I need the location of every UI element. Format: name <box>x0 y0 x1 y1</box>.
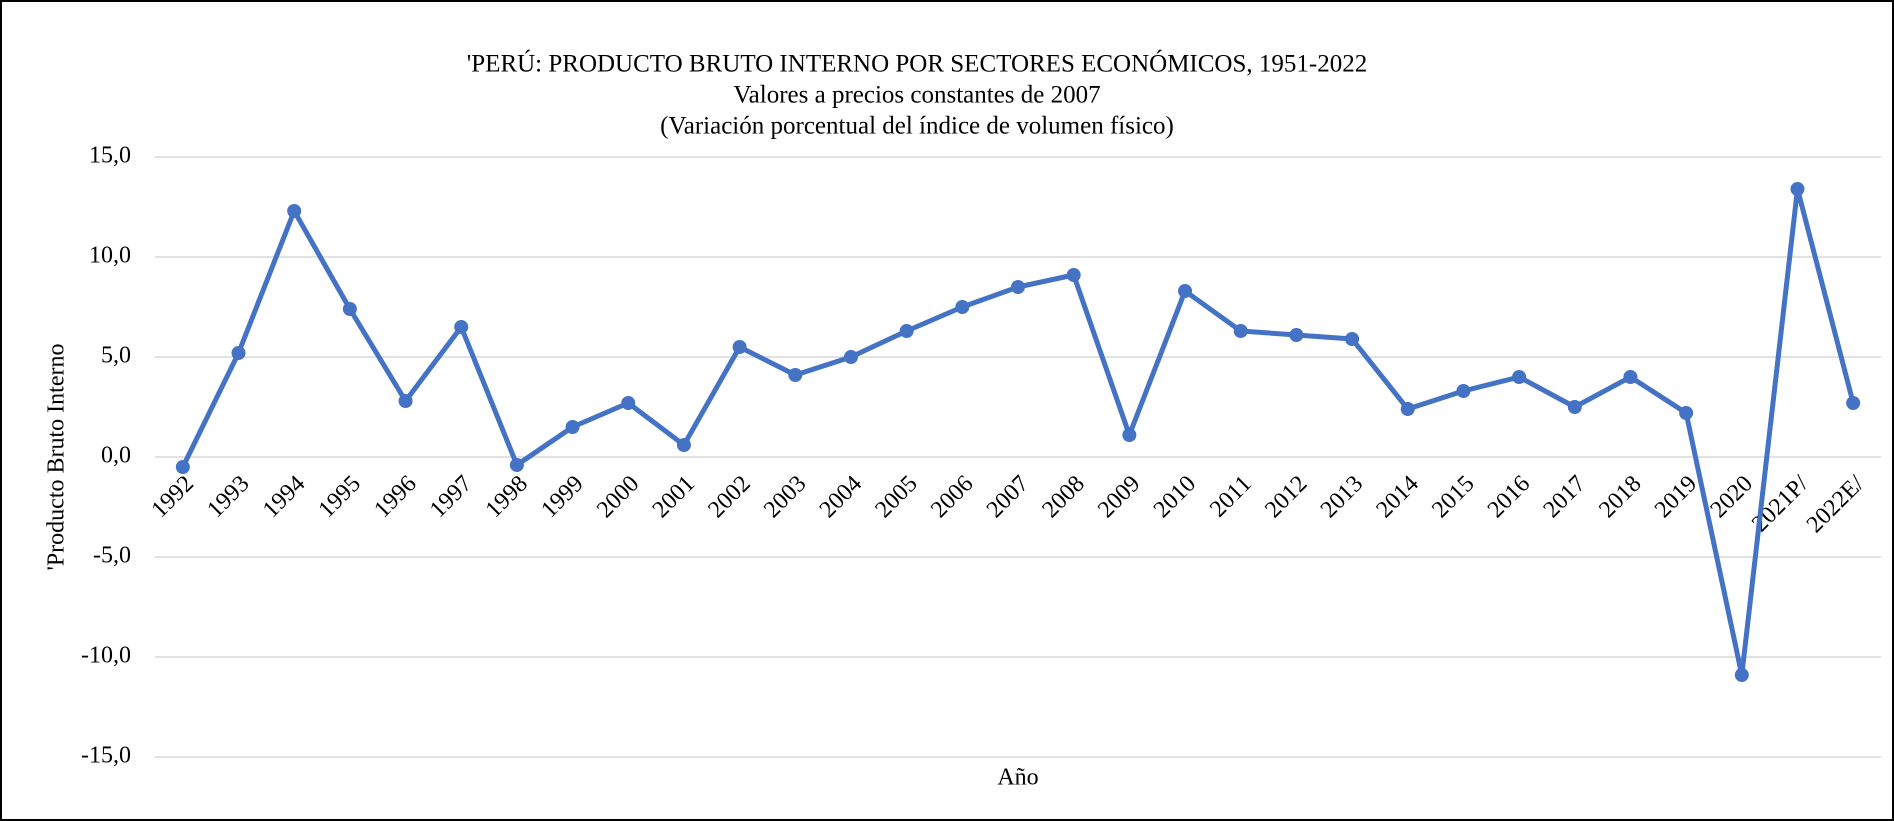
data-point <box>509 458 524 472</box>
y-tick-label: 15,0 <box>89 143 131 169</box>
data-point <box>899 324 914 338</box>
data-point <box>676 438 691 452</box>
data-point <box>175 460 190 474</box>
x-axis-label: Año <box>997 765 1038 791</box>
data-point <box>342 302 357 316</box>
data-point <box>398 394 413 408</box>
chart-subtitle: (Variación porcentual del índice de volu… <box>660 113 1174 140</box>
data-point <box>1512 370 1527 384</box>
data-point <box>621 396 636 410</box>
data-point <box>1734 668 1749 682</box>
y-tick-label: -15,0 <box>81 743 131 769</box>
data-point <box>454 320 469 334</box>
data-point <box>732 340 747 354</box>
y-tick-label: 0,0 <box>101 443 131 469</box>
chart-title: 'PERÚ: PRODUCTO BRUTO INTERNO POR SECTOR… <box>467 50 1367 78</box>
data-point <box>1122 428 1137 442</box>
data-point <box>1233 324 1248 338</box>
data-point <box>1011 280 1025 294</box>
data-point <box>1178 284 1193 298</box>
data-point <box>1289 328 1304 342</box>
data-point <box>1790 182 1805 196</box>
y-tick-label: -5,0 <box>93 543 131 569</box>
y-tick-label: -10,0 <box>81 643 131 669</box>
data-point <box>1345 332 1360 346</box>
data-point <box>788 368 803 382</box>
y-tick-label: 5,0 <box>101 343 131 369</box>
chart-subtitle: Valores a precios constantes de 2007 <box>733 82 1100 109</box>
data-point <box>843 350 858 364</box>
data-point <box>1066 268 1081 282</box>
data-point <box>565 420 580 434</box>
y-axis-label: 'Producto Bruto Interno <box>44 344 70 571</box>
data-point <box>1567 400 1582 414</box>
y-tick-label: 10,0 <box>89 243 131 269</box>
data-point <box>1846 396 1861 410</box>
data-point <box>955 300 970 314</box>
data-point <box>1400 402 1415 416</box>
data-point <box>1679 406 1694 420</box>
data-point <box>287 204 302 218</box>
data-point <box>231 346 246 360</box>
data-point <box>1456 384 1471 398</box>
data-point <box>1623 370 1638 384</box>
